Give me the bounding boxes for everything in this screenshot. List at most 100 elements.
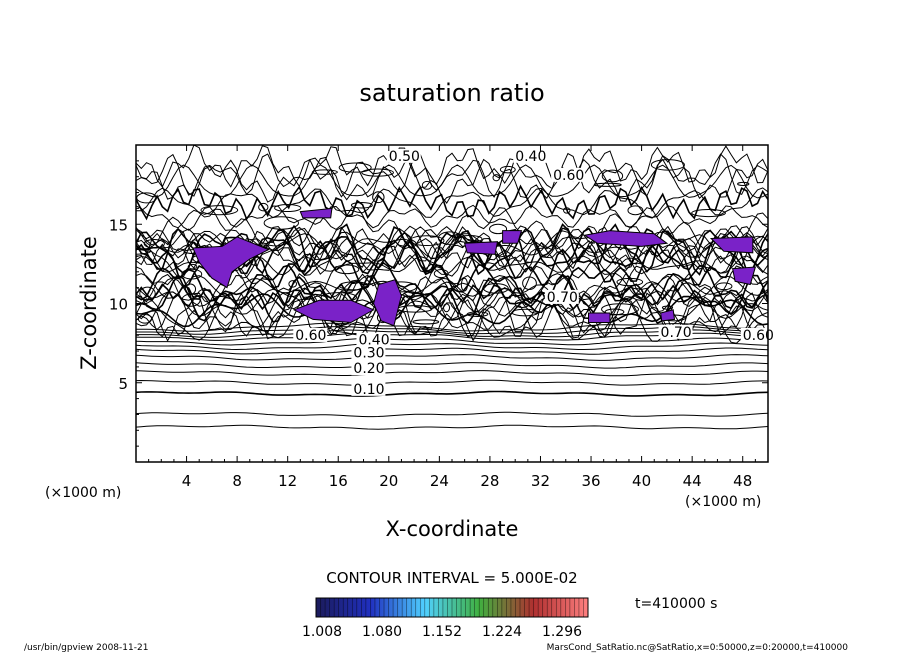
contour-eddy xyxy=(627,205,644,216)
contour-eddy xyxy=(482,283,509,294)
contour-eddy xyxy=(455,235,483,243)
supersaturated-region xyxy=(299,207,333,219)
x-axis-title: X-coordinate xyxy=(386,517,519,541)
contour-label: 0.50 xyxy=(389,149,420,165)
contour-line xyxy=(136,347,768,355)
y-tick-label: 5 xyxy=(118,375,128,393)
contour-line xyxy=(136,299,768,339)
supersaturated-region xyxy=(583,230,669,247)
contour-line xyxy=(136,390,768,397)
x-axis-ticks: 4 8 12 16 20 24 28 32 36 40 44 48 xyxy=(148,145,756,490)
contour-eddy xyxy=(616,277,644,287)
contour-line xyxy=(136,411,768,418)
x-tick-label: 32 xyxy=(531,472,550,490)
x-tick-label: 40 xyxy=(632,472,651,490)
contour-label: 0.10 xyxy=(353,382,384,398)
contour-line xyxy=(136,342,768,351)
contour-eddy xyxy=(338,281,370,291)
contour-eddy xyxy=(650,159,685,171)
contour-line xyxy=(136,424,768,430)
colorbar-tick-label: 1.008 xyxy=(302,624,342,640)
contour-label: 0.60 xyxy=(743,328,774,344)
y-tick-label: 10 xyxy=(109,296,128,314)
y-axis-ticks: 5 10 15 xyxy=(109,160,768,447)
x-origin-unit-label: (×1000 m) xyxy=(45,485,121,501)
contour-line xyxy=(136,145,768,188)
contour-eddy xyxy=(139,286,156,301)
contour-line xyxy=(136,354,768,361)
y-tick-label: 15 xyxy=(109,216,128,234)
contour-eddy xyxy=(601,169,624,183)
contour-label: 0.60 xyxy=(295,328,326,344)
contour-line xyxy=(136,187,768,219)
colorbar-tick-label: 1.224 xyxy=(482,624,522,640)
contour-label-bg xyxy=(544,289,579,304)
contour-eddy xyxy=(187,263,198,270)
contour-eddy xyxy=(288,280,298,288)
contour-line xyxy=(136,272,768,301)
contour-eddy xyxy=(499,165,516,174)
contour-lines xyxy=(136,145,768,430)
x-tick-label: 4 xyxy=(182,472,192,490)
footer-right: MarsCond_SatRatio.nc@SatRatio,x=0:50000,… xyxy=(547,643,849,653)
contour-eddy xyxy=(691,208,726,218)
contour-eddy xyxy=(137,313,153,324)
contour-eddy xyxy=(737,181,750,186)
colorbar-tick-label: 1.152 xyxy=(422,624,462,640)
contour-line xyxy=(136,261,768,310)
x-tick-label: 12 xyxy=(278,472,297,490)
contour-line xyxy=(136,158,768,204)
chart-title: saturation ratio xyxy=(359,79,544,107)
contour-interval-label: CONTOUR INTERVAL = 5.000E-02 xyxy=(326,569,577,587)
contour-eddy xyxy=(258,202,269,212)
footer-left: /usr/bin/gpview 2008-11-21 xyxy=(24,643,148,653)
contour-line xyxy=(136,337,768,346)
colorbar-hatching xyxy=(315,598,589,617)
contour-line xyxy=(136,227,768,277)
x-tick-label: 24 xyxy=(430,472,449,490)
x-tick-label: 20 xyxy=(379,472,398,490)
supersaturated-region xyxy=(463,241,499,255)
contour-label: 0.30 xyxy=(353,345,384,361)
contour-label-bg xyxy=(351,361,386,376)
colorbar-tick-label: 1.080 xyxy=(362,624,402,640)
contour-label: 0.40 xyxy=(358,333,389,349)
supersaturated-region xyxy=(588,312,611,323)
supersaturated-region xyxy=(502,230,523,244)
supersaturated-region xyxy=(709,236,754,254)
contour-label-bg xyxy=(386,148,421,163)
x-tick-label: 48 xyxy=(733,472,752,490)
contour-label-bg xyxy=(740,327,775,342)
contour-eddy xyxy=(433,268,449,279)
contour-label: 0.70 xyxy=(661,325,692,341)
contour-eddy xyxy=(143,239,165,249)
contour-eddy xyxy=(661,305,674,310)
contour-eddy xyxy=(511,308,539,317)
x-tick-label: 16 xyxy=(329,472,348,490)
contour-eddy xyxy=(593,182,622,187)
x-tick-label: 36 xyxy=(581,472,600,490)
contour-line xyxy=(136,206,768,250)
contour-label: 0.60 xyxy=(553,168,584,184)
contour-eddy xyxy=(361,168,394,177)
contour-eddy xyxy=(421,180,433,190)
contour-labels: 0.100.200.300.400.600.50 0.400.600.700.70… xyxy=(293,148,775,398)
contour-label-bg xyxy=(551,167,586,182)
supersaturated-region xyxy=(192,236,270,289)
contour-line xyxy=(136,277,768,313)
contour-eddy xyxy=(563,207,571,214)
contour-eddy xyxy=(372,191,385,204)
colorbar-tick-label: 1.296 xyxy=(542,624,582,640)
contour-line xyxy=(136,164,768,199)
contour-line xyxy=(136,204,768,229)
contour-line xyxy=(136,237,768,280)
y-axis-title: Z-coordinate xyxy=(77,236,101,370)
contour-eddy xyxy=(460,277,468,292)
contour-eddy xyxy=(311,169,338,175)
contour-line xyxy=(136,223,768,277)
contour-eddy xyxy=(514,299,530,309)
contour-label-bg xyxy=(356,332,391,347)
contour-line xyxy=(136,255,768,276)
contour-eddy xyxy=(200,205,239,216)
